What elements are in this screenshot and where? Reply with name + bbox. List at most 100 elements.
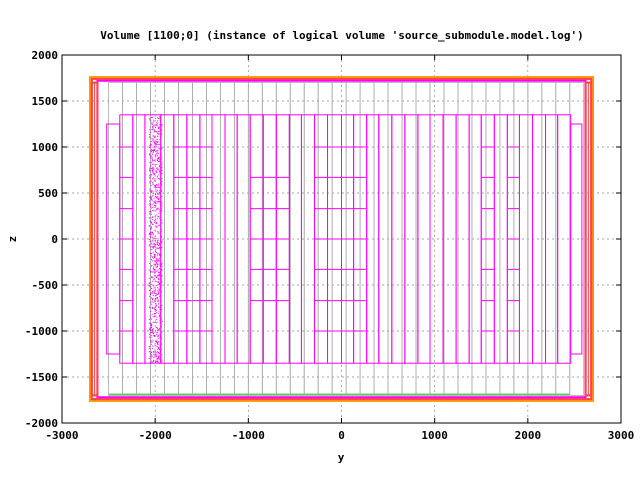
point [154,300,156,302]
point [154,124,156,126]
x-axis-label: y [338,451,345,464]
point [156,125,158,127]
point [157,230,159,232]
point [153,307,155,309]
point [160,299,162,301]
point [151,200,153,202]
module-column [518,114,533,364]
point [157,343,159,345]
point [160,359,162,361]
point [156,258,158,260]
point [153,138,155,140]
point [153,266,155,268]
point [158,352,160,354]
point [151,158,153,160]
point [156,191,158,193]
point [160,255,162,257]
point [160,181,162,183]
axis-ticks: -3000 -2000 -1000 0 1000 2000 3000-2000-1500-1… [25,49,634,442]
point [155,261,157,263]
point [150,191,152,193]
point [148,334,150,336]
point [150,221,152,223]
point [155,205,157,207]
point [159,265,161,267]
point [149,232,151,234]
point [152,216,154,218]
point [151,280,153,282]
point [157,329,159,331]
point [160,281,162,283]
point [160,132,162,134]
point [158,130,160,132]
point [156,293,158,295]
point [158,126,160,128]
point [159,262,161,264]
point [149,240,151,242]
point [157,177,159,179]
point [160,169,162,171]
point [152,339,154,341]
point [160,309,162,311]
point [150,211,152,213]
point [156,226,158,228]
point [154,314,156,316]
point [155,361,157,363]
point [154,255,156,257]
point [158,347,160,349]
point [154,179,156,181]
point [160,247,162,249]
point [161,210,163,212]
point [160,343,162,345]
point [149,180,151,182]
point [151,246,153,248]
point [149,196,151,198]
point [154,216,156,218]
point [161,134,163,136]
point [150,232,152,234]
point [161,185,163,187]
point [158,161,160,163]
point [158,258,160,260]
point [160,313,162,315]
point [152,232,154,234]
point [148,328,150,330]
point [161,178,163,180]
x-tick-label: -2000 [139,429,172,442]
point [151,181,153,183]
point [159,193,161,195]
point [149,188,151,190]
point [155,340,157,342]
point [149,220,151,222]
point [156,247,158,249]
point [156,359,158,361]
point [160,248,162,250]
point [161,354,163,356]
point [152,207,154,209]
point [160,233,162,235]
point [157,193,159,195]
gray-panel [373,82,389,396]
point [155,123,157,125]
point [160,308,162,310]
point [159,165,161,167]
point [157,358,159,360]
point [153,321,155,323]
point [148,233,150,235]
point [159,120,161,122]
point [156,240,158,242]
point [153,246,155,248]
point [156,122,158,124]
point [157,126,159,128]
point [154,300,156,302]
point [159,160,161,162]
point [160,211,162,213]
point [149,277,151,279]
point [151,207,153,209]
gray-panel [569,82,585,396]
point [157,281,159,283]
point [154,206,156,208]
point [154,129,156,131]
point [151,171,153,173]
point [150,318,152,320]
